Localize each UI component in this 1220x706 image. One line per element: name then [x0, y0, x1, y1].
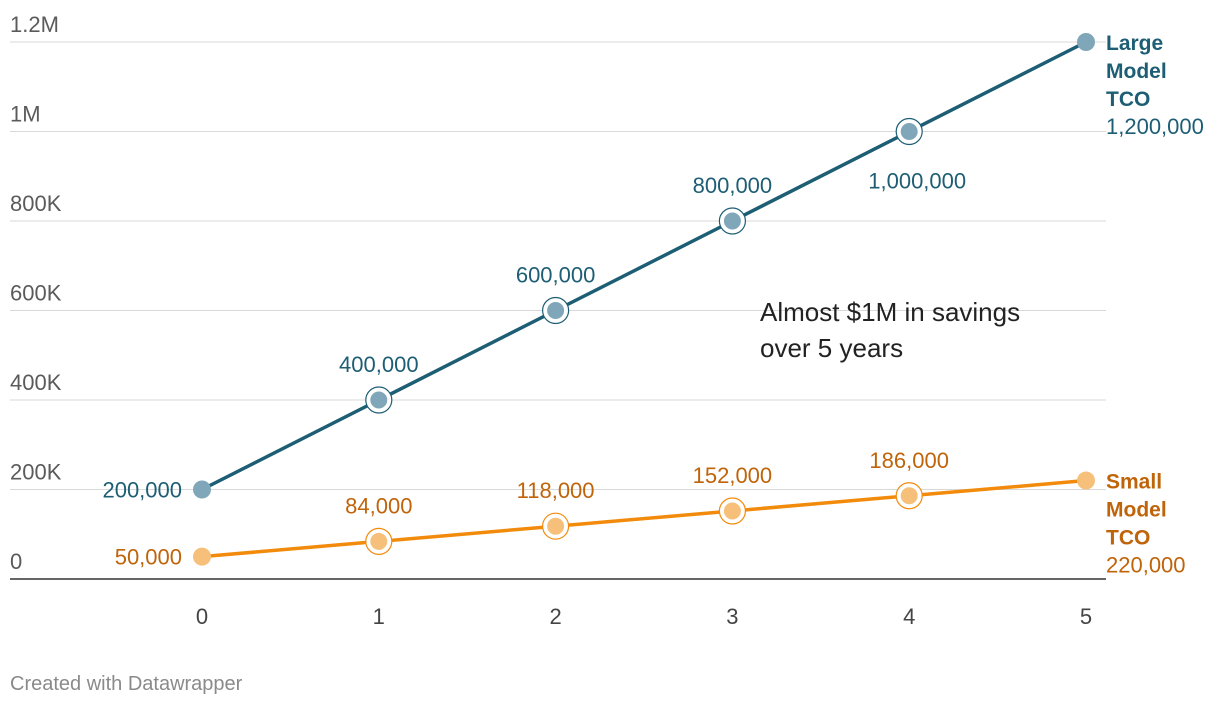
- series-name-line: Small: [1106, 471, 1162, 494]
- series-name-line: Model: [1106, 60, 1167, 83]
- data-markers: [193, 33, 1095, 566]
- data-label: 152,000: [693, 463, 773, 488]
- series-line: [201, 40, 1087, 492]
- gridlines: [10, 41, 1106, 580]
- end-value-label: 1,200,000: [1106, 114, 1204, 139]
- series-names: Large Model TCO 1,200,000 Small Model TCO 220,0…: [1106, 32, 1204, 578]
- data-label: 118,000: [517, 478, 595, 503]
- footer-credit: Created with Datawrapper: [10, 673, 243, 695]
- series-name-label: Large Model TCO: [1106, 32, 1167, 111]
- data-label: 600,000: [516, 263, 596, 288]
- data-point: [722, 501, 742, 521]
- series-name-line: TCO: [1106, 527, 1150, 550]
- y-tick-label: 400K: [10, 370, 62, 395]
- y-tick-label: 1M: [10, 102, 41, 127]
- data-point: [546, 301, 566, 320]
- data-label: 50,000: [115, 545, 182, 570]
- data-point: [1077, 471, 1095, 490]
- x-tick-label: 4: [903, 604, 915, 629]
- x-axis: 0 1 2 3 4 5: [196, 604, 1092, 629]
- series-name-label: Small Model TCO: [1106, 471, 1167, 550]
- data-point: [193, 547, 211, 566]
- data-point: [899, 486, 919, 506]
- end-value-label: 220,000: [1106, 553, 1186, 578]
- data-point: [722, 211, 742, 231]
- data-labels: 200,000 400,000 600,000 800,000 1,000,000 50,…: [102, 169, 966, 570]
- y-axis: 0 200K 400K 600K 800K 1M 1.2M: [10, 12, 62, 574]
- data-label: 186,000: [869, 448, 949, 473]
- y-tick-label: 0: [10, 549, 22, 574]
- x-tick-label: 3: [726, 604, 738, 629]
- x-tick-label: 5: [1080, 604, 1092, 629]
- y-tick-label: 800K: [10, 191, 62, 216]
- series-lines: [201, 40, 1087, 559]
- y-tick-label: 200K: [10, 460, 62, 485]
- data-point: [369, 390, 389, 410]
- data-point: [369, 531, 389, 551]
- series-name-line: Large: [1106, 32, 1163, 55]
- savings-annotation: Almost $1M in savings over 5 years: [760, 297, 1027, 363]
- data-label: 200,000: [102, 478, 182, 503]
- data-label: 84,000: [345, 493, 412, 518]
- data-point: [193, 480, 211, 499]
- data-point: [546, 516, 566, 536]
- series-line: [201, 478, 1087, 559]
- data-label: 400,000: [339, 352, 419, 377]
- y-tick-label: 1.2M: [10, 12, 59, 37]
- data-point: [1077, 33, 1095, 51]
- annotation-line-1: Almost $1M in savings: [760, 297, 1020, 327]
- x-tick-label: 2: [549, 604, 561, 629]
- data-label: 800,000: [693, 173, 773, 198]
- series-name-line: TCO: [1106, 88, 1150, 111]
- series-name-line: Model: [1106, 499, 1167, 522]
- x-tick-label: 1: [373, 604, 385, 629]
- data-label: 1,000,000: [868, 169, 966, 194]
- y-tick-label: 600K: [10, 281, 62, 306]
- annotation-line-2: over 5 years: [760, 333, 903, 363]
- x-tick-label: 0: [196, 604, 208, 629]
- data-point: [899, 122, 919, 141]
